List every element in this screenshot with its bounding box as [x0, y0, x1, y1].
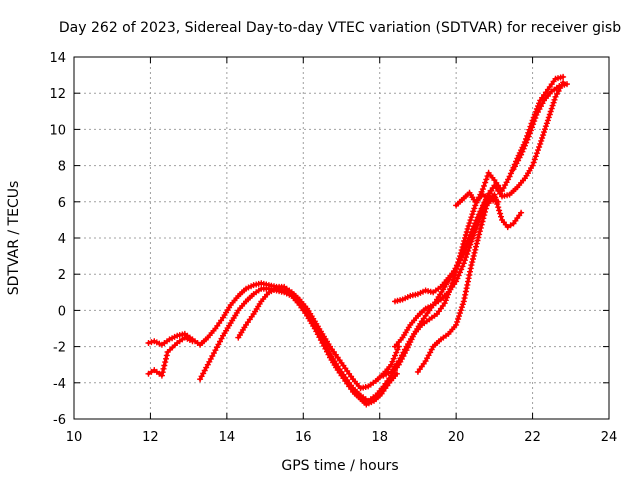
data-point-markers [145, 334, 196, 379]
y-tick-label: 10 [49, 123, 66, 138]
x-tick-label: 18 [371, 430, 388, 445]
y-tick-label: 4 [58, 232, 66, 247]
x-tick-label: 10 [66, 430, 83, 445]
x-tick-label: 14 [219, 430, 236, 445]
series-track-i [453, 189, 502, 209]
y-tick-label: 14 [49, 51, 66, 66]
y-axis-label: SDTVAR / TECUs [6, 181, 22, 296]
x-tick-label: 22 [524, 430, 541, 445]
y-tick-label: -2 [53, 341, 66, 356]
x-tick-label: 12 [142, 430, 159, 445]
series-line [236, 189, 493, 403]
x-axis-label: GPS time / hours [281, 458, 398, 474]
series-track-b [145, 334, 196, 379]
series-track-h [414, 193, 498, 375]
x-tick-label: 24 [601, 430, 618, 445]
data-point-markers [453, 189, 502, 209]
y-tick-label: 6 [58, 196, 66, 211]
series-track-a [145, 280, 402, 392]
series-track-j [510, 81, 570, 173]
data-point-markers [510, 81, 570, 173]
data-point-markers [235, 187, 494, 404]
y-tick-label: 12 [49, 87, 66, 102]
y-tick-label: 2 [58, 268, 66, 283]
x-tick-label: 20 [448, 430, 465, 445]
data-series [145, 73, 570, 408]
y-tick-label: 0 [58, 304, 66, 319]
y-tick-label: 8 [58, 160, 66, 175]
series-track-d [235, 187, 494, 404]
y-tick-label: -4 [53, 377, 66, 392]
data-point-markers [414, 193, 498, 375]
x-tick-label: 16 [295, 430, 312, 445]
chart-title: Day 262 of 2023, Sidereal Day-to-day VTE… [59, 20, 621, 36]
y-tick-label: -6 [53, 413, 66, 428]
